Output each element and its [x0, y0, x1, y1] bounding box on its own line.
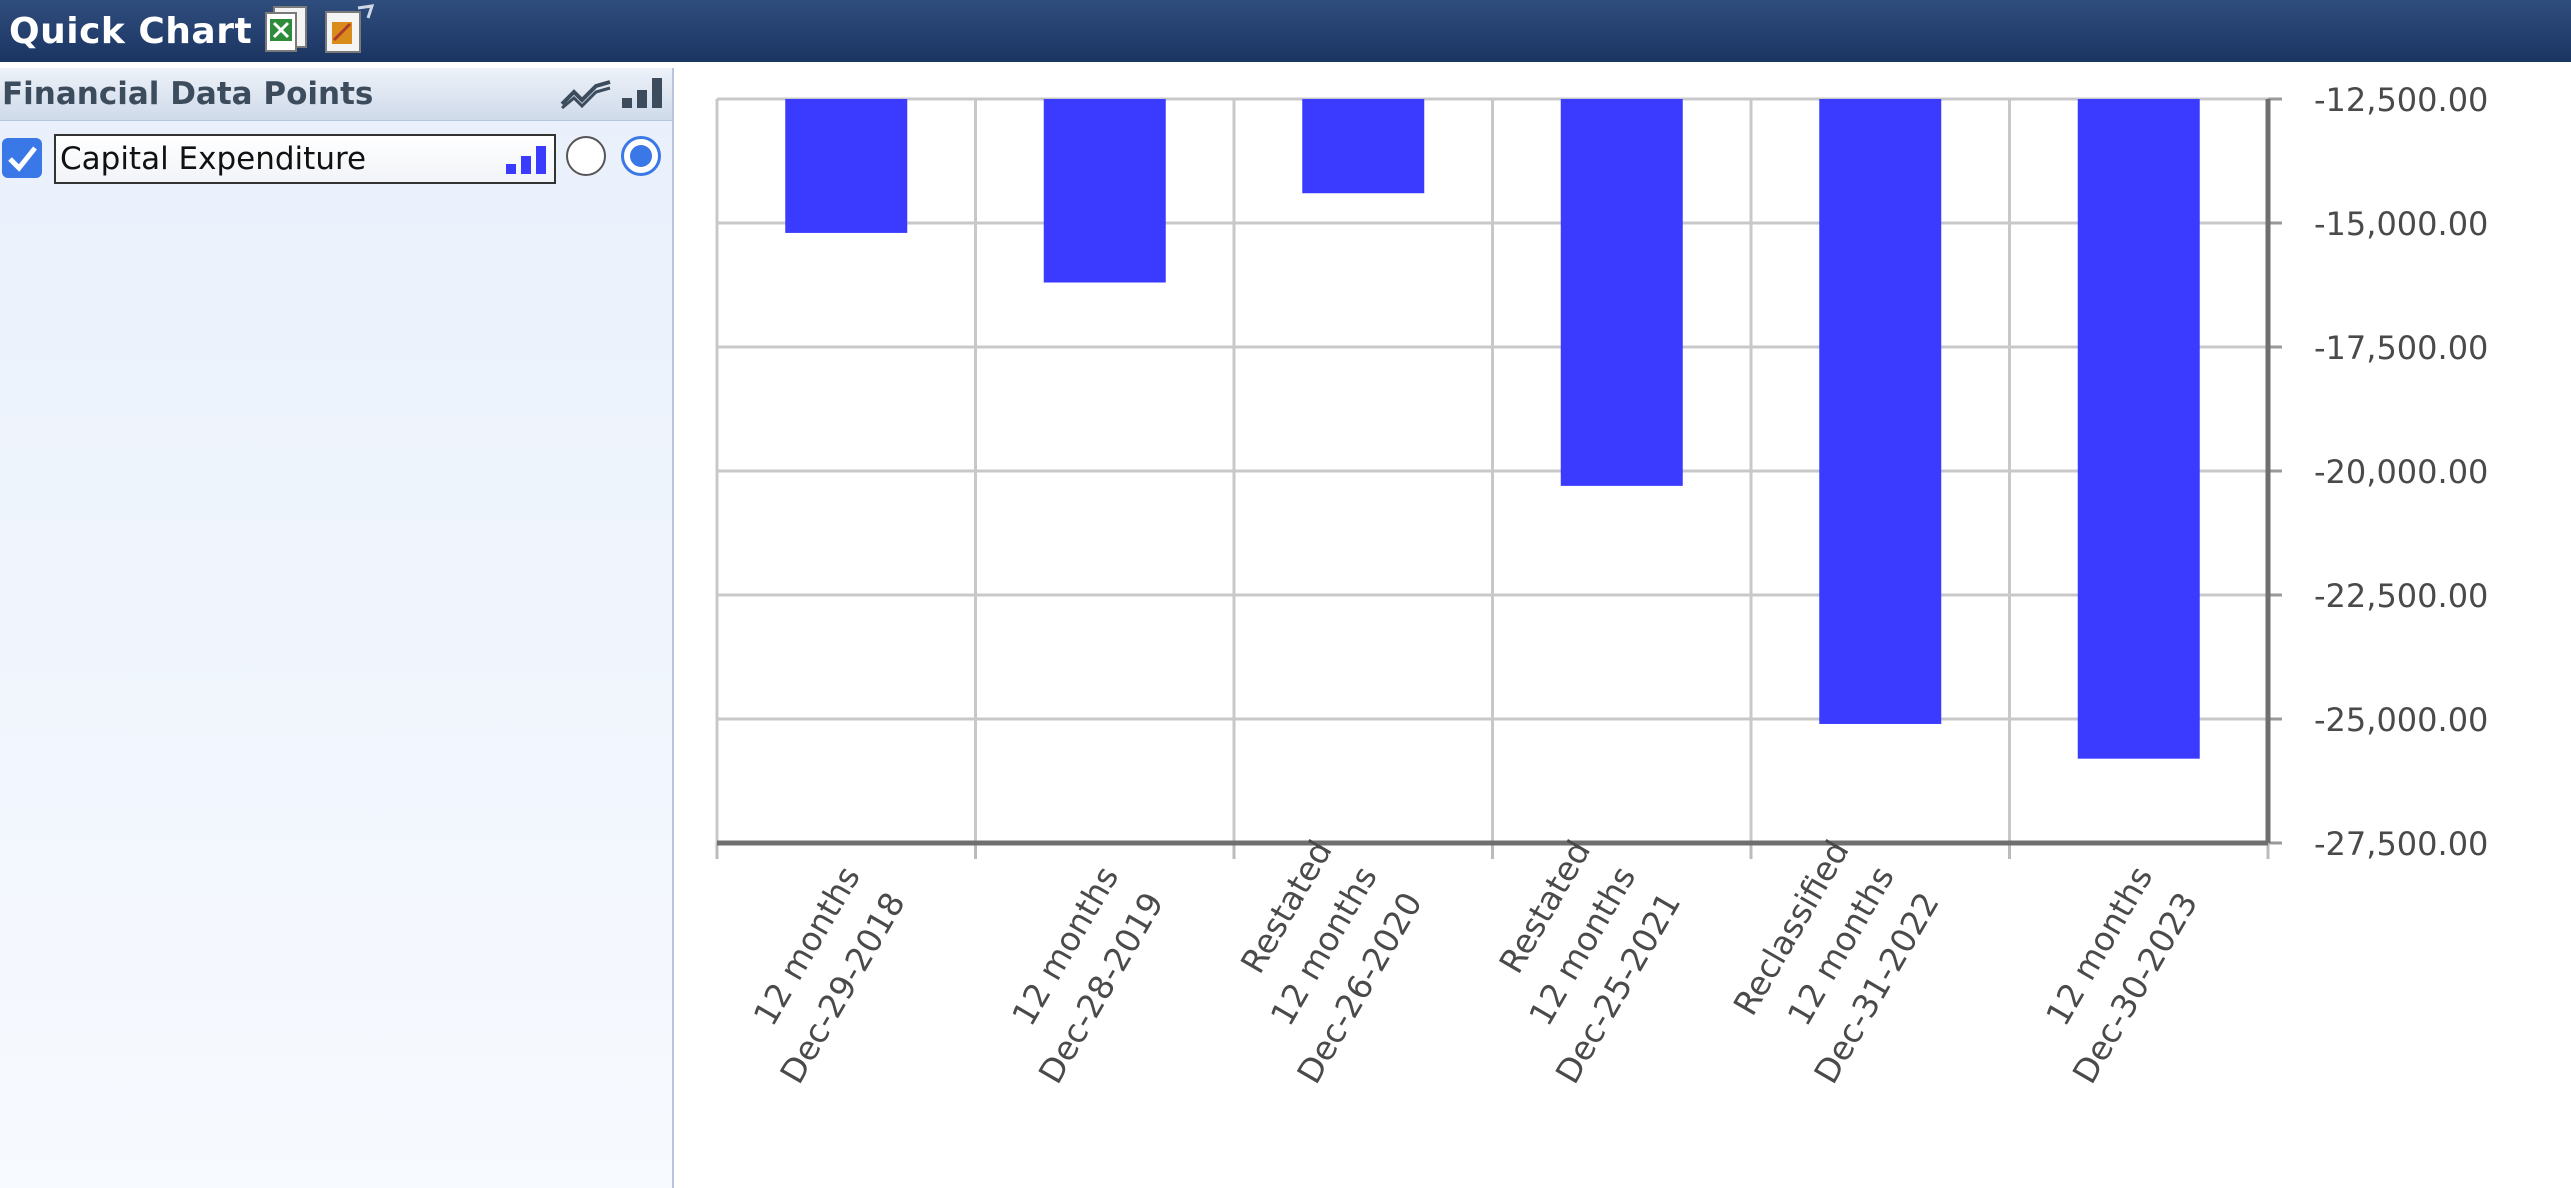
- line-chart-icon[interactable]: [560, 78, 612, 114]
- bar-mode-radio[interactable]: [621, 136, 661, 176]
- bar: [1819, 99, 1942, 724]
- line-mode-radio[interactable]: [566, 136, 606, 176]
- y-tick-label: -15,000.00: [2314, 205, 2488, 243]
- sidebar-title: Financial Data Points: [2, 76, 374, 112]
- sidebar-header: Financial Data Points: [0, 68, 672, 121]
- y-tick-label: -25,000.00: [2314, 701, 2488, 739]
- bar: [2077, 99, 2200, 759]
- bar: [1302, 99, 1425, 194]
- bar: [1043, 99, 1166, 283]
- radio-dot: [630, 145, 652, 167]
- y-tick-label: -27,500.00: [2314, 825, 2488, 863]
- x-tick-label: Restated12 monthsDec-25-2021: [1458, 834, 1689, 1091]
- x-tick-label: Reclassified12 monthsDec-31-2022: [1716, 834, 1947, 1091]
- y-tick-label: -12,500.00: [2314, 81, 2488, 119]
- x-tick-label: 12 monthsDec-30-2023: [2020, 860, 2206, 1091]
- data-point-item[interactable]: Capital Expenditure: [54, 134, 556, 184]
- bar: [1560, 99, 1683, 486]
- title-bar: Quick Chart: [0, 0, 2571, 62]
- x-tick-label: 12 monthsDec-28-2019: [986, 860, 1172, 1091]
- capital-expenditure-checkbox[interactable]: [2, 138, 42, 178]
- bar: [785, 99, 908, 233]
- data-point-label: Capital Expenditure: [60, 141, 367, 177]
- y-tick-label: -17,500.00: [2314, 329, 2488, 367]
- app-title: Quick Chart: [9, 10, 253, 52]
- x-tick-label: Restated12 monthsDec-26-2020: [1199, 834, 1430, 1091]
- excel-export-icon[interactable]: [264, 5, 310, 57]
- x-tick-label: 12 monthsDec-29-2018: [727, 860, 913, 1091]
- y-tick-label: -22,500.00: [2314, 577, 2488, 615]
- bar-chart-icon[interactable]: [620, 76, 666, 114]
- bar-series-icon: [504, 144, 552, 180]
- y-tick-label: -20,000.00: [2314, 453, 2488, 491]
- checkmark-icon: [8, 146, 37, 172]
- sidebar: Financial Data Points Capital Expenditur…: [0, 68, 674, 1188]
- edit-chart-icon[interactable]: [322, 4, 376, 58]
